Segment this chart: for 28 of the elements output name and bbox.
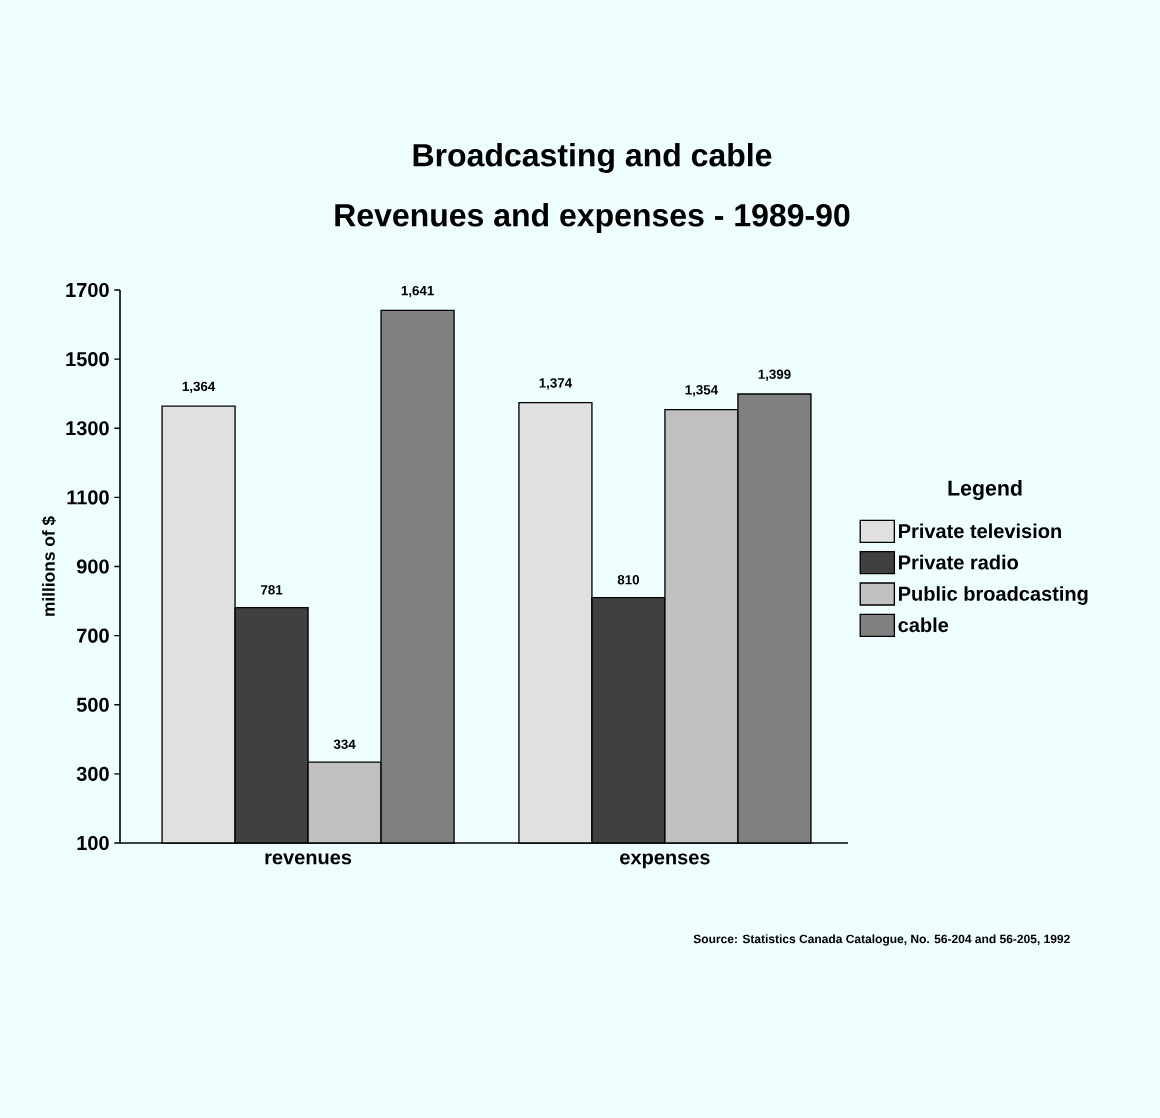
y-tick-label: 1300 bbox=[66, 421, 109, 436]
x-tick-label: expenses bbox=[620, 853, 710, 869]
data-label: 1,399 bbox=[758, 369, 791, 381]
x-tick-label: revenues bbox=[265, 853, 352, 865]
source-note: Source: Statistics Canada Catalogue, No. 56-204 and 56-205, 1992 bbox=[693, 934, 1070, 946]
y-tick-label: 900 bbox=[76, 559, 109, 574]
data-label: 781 bbox=[261, 585, 283, 595]
y-tick-label: 500 bbox=[76, 697, 109, 712]
legend-label: cable bbox=[898, 617, 949, 633]
y-tick-label: 1100 bbox=[67, 490, 109, 505]
chart-title: Broadcasting and cable bbox=[413, 143, 772, 173]
y-axis-title: millions of $ bbox=[41, 516, 56, 616]
y-tick-label: 1500 bbox=[66, 352, 109, 367]
legend-label: Private television bbox=[899, 523, 1061, 539]
data-label: 334 bbox=[333, 739, 356, 750]
data-label: 1,641 bbox=[401, 285, 434, 298]
y-tick-label: 100 bbox=[77, 835, 109, 851]
data-label: 1,354 bbox=[685, 385, 719, 397]
data-label: 1,364 bbox=[182, 381, 216, 394]
legend-title: Legend bbox=[948, 480, 1022, 500]
data-label: 1,374 bbox=[539, 378, 573, 390]
data-label: 810 bbox=[617, 575, 640, 585]
chart-subtitle: Revenues and expenses - 1989-90 bbox=[335, 203, 850, 233]
y-tick-label: 1700 bbox=[66, 282, 109, 298]
y-tick-label: 300 bbox=[76, 766, 109, 781]
legend-label: Private radio bbox=[899, 554, 1019, 570]
y-tick-label: 700 bbox=[77, 628, 109, 643]
legend-label: Public broadcasting bbox=[899, 586, 1088, 605]
